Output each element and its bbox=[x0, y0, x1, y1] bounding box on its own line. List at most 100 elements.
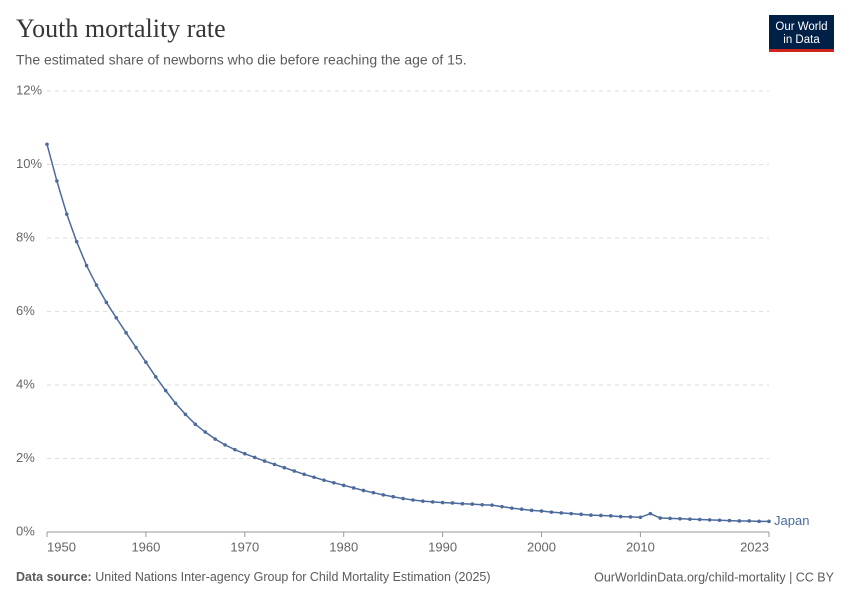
point bbox=[599, 513, 603, 518]
point bbox=[648, 511, 653, 516]
point bbox=[510, 506, 514, 510]
point bbox=[64, 212, 69, 216]
point bbox=[490, 503, 494, 507]
point bbox=[668, 516, 672, 521]
chart-title: Youth mortality rate bbox=[16, 14, 226, 43]
line bbox=[46, 144, 769, 523]
point bbox=[243, 451, 247, 456]
point bbox=[618, 514, 623, 519]
y-tick-label: 6% bbox=[16, 303, 35, 318]
point bbox=[589, 513, 593, 517]
point bbox=[223, 443, 227, 447]
point bbox=[351, 486, 356, 490]
point bbox=[717, 518, 722, 523]
point bbox=[460, 501, 465, 506]
point bbox=[440, 500, 445, 505]
point bbox=[579, 512, 583, 517]
x-tick-label: 2010 bbox=[626, 539, 655, 554]
point bbox=[163, 388, 168, 393]
x-tick-label: 2000 bbox=[527, 539, 556, 554]
point bbox=[500, 504, 504, 509]
logo[interactable]: Our World in Data bbox=[769, 15, 834, 52]
point bbox=[252, 455, 257, 460]
point bbox=[608, 514, 613, 518]
point bbox=[707, 518, 712, 522]
point bbox=[45, 142, 49, 147]
point bbox=[559, 511, 564, 515]
point bbox=[233, 447, 237, 452]
point bbox=[193, 422, 198, 427]
point bbox=[322, 478, 326, 482]
point bbox=[361, 488, 366, 493]
point bbox=[262, 459, 267, 463]
point bbox=[124, 331, 128, 335]
point bbox=[421, 499, 425, 503]
point bbox=[213, 437, 217, 441]
point bbox=[628, 515, 633, 519]
point bbox=[470, 502, 475, 506]
point bbox=[381, 493, 386, 497]
point bbox=[549, 510, 554, 514]
point bbox=[312, 475, 316, 480]
point bbox=[104, 300, 109, 305]
point bbox=[371, 490, 376, 495]
footer-source: Data source: United Nations Inter-agency… bbox=[16, 570, 491, 584]
point bbox=[411, 498, 415, 502]
y-tick-label: 4% bbox=[16, 376, 35, 391]
point bbox=[767, 519, 771, 524]
point bbox=[747, 519, 752, 523]
point bbox=[332, 480, 336, 485]
point bbox=[688, 517, 692, 521]
series-label: Japan bbox=[774, 513, 809, 528]
x-tick-label: 2023 bbox=[740, 539, 769, 554]
logo-text: in Data bbox=[783, 34, 820, 46]
point bbox=[74, 239, 79, 244]
point bbox=[757, 519, 761, 524]
point bbox=[84, 263, 89, 268]
point bbox=[539, 509, 544, 513]
point bbox=[450, 501, 455, 505]
point bbox=[341, 483, 346, 488]
point bbox=[203, 430, 208, 434]
point bbox=[727, 518, 732, 523]
point bbox=[569, 511, 573, 516]
x-tick-label: 1950 bbox=[47, 539, 76, 554]
point bbox=[292, 469, 297, 473]
point bbox=[529, 508, 534, 513]
y-tick-label: 12% bbox=[16, 82, 42, 97]
y-tick-label: 10% bbox=[16, 156, 42, 171]
point bbox=[282, 465, 287, 470]
point bbox=[114, 315, 119, 320]
point bbox=[519, 507, 524, 512]
point bbox=[638, 515, 643, 520]
point bbox=[697, 517, 702, 522]
point bbox=[183, 412, 188, 417]
logo-stripe bbox=[769, 49, 834, 52]
point bbox=[302, 472, 306, 477]
y-tick-label: 2% bbox=[16, 450, 35, 465]
point bbox=[153, 375, 158, 379]
logo-text: Our World bbox=[775, 21, 827, 33]
point bbox=[737, 519, 742, 523]
point bbox=[134, 345, 138, 350]
point bbox=[94, 283, 99, 287]
point bbox=[55, 179, 59, 183]
x-tick-label: 1960 bbox=[131, 539, 160, 554]
source-label: Data source: bbox=[16, 570, 92, 584]
point bbox=[401, 496, 405, 501]
x-tick-label: 1980 bbox=[329, 539, 358, 554]
point bbox=[144, 360, 148, 365]
point bbox=[173, 401, 178, 406]
point bbox=[480, 503, 484, 507]
footer-link[interactable]: OurWorldinData.org/child-mortality | CC … bbox=[594, 570, 835, 584]
x-tick-label: 1990 bbox=[428, 539, 457, 554]
x-tick-label: 1970 bbox=[230, 539, 259, 554]
point bbox=[430, 500, 435, 504]
point bbox=[391, 494, 395, 499]
y-tick-label: 8% bbox=[16, 229, 35, 244]
y-tick-label: 0% bbox=[16, 523, 35, 538]
logo-box bbox=[769, 15, 834, 52]
point bbox=[678, 516, 682, 521]
source-text: United Nations Inter-agency Group for Ch… bbox=[95, 570, 490, 584]
